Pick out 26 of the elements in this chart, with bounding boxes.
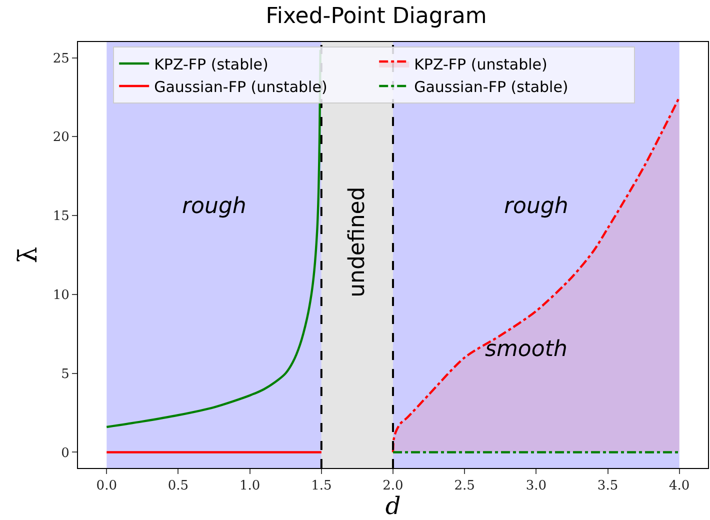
band-label: rough bbox=[182, 194, 246, 219]
x-tick-label: 3.5 bbox=[597, 478, 618, 494]
y-tick-label: 0 bbox=[61, 446, 70, 461]
x-tick-label: 0.5 bbox=[168, 478, 189, 494]
x-tick-label: 3.0 bbox=[526, 478, 547, 494]
y-tick-label: 15 bbox=[52, 209, 70, 224]
x-tick-label: 0.0 bbox=[96, 478, 117, 494]
x-tick-label: 2.5 bbox=[454, 478, 475, 494]
annotation: smooth bbox=[485, 337, 568, 362]
y-tick-label: 5 bbox=[61, 366, 70, 382]
legend-label: Gaussian-FP (stable) bbox=[414, 78, 568, 96]
legend-label: Gaussian-FP (unstable) bbox=[154, 78, 328, 96]
x-axis-title: d bbox=[385, 492, 401, 520]
x-tick-label: 4.0 bbox=[669, 478, 690, 494]
legend-label: KPZ-FP (unstable) bbox=[414, 55, 548, 74]
chart-title: Fixed-Point Diagram bbox=[266, 4, 487, 30]
y-tick-label: 20 bbox=[52, 130, 70, 146]
legend-label: KPZ-FP (stable) bbox=[154, 55, 268, 74]
y-axis-title: λ̄ bbox=[13, 246, 44, 264]
x-tick-label: 2.0 bbox=[382, 478, 404, 494]
x-tick-label: 1.5 bbox=[311, 478, 332, 494]
y-tick-label: 25 bbox=[52, 51, 70, 66]
y-tick-label: 10 bbox=[52, 288, 70, 303]
x-tick-label: 1.0 bbox=[239, 478, 260, 494]
band-label: undefined bbox=[344, 186, 370, 298]
band-label: rough bbox=[504, 194, 568, 219]
